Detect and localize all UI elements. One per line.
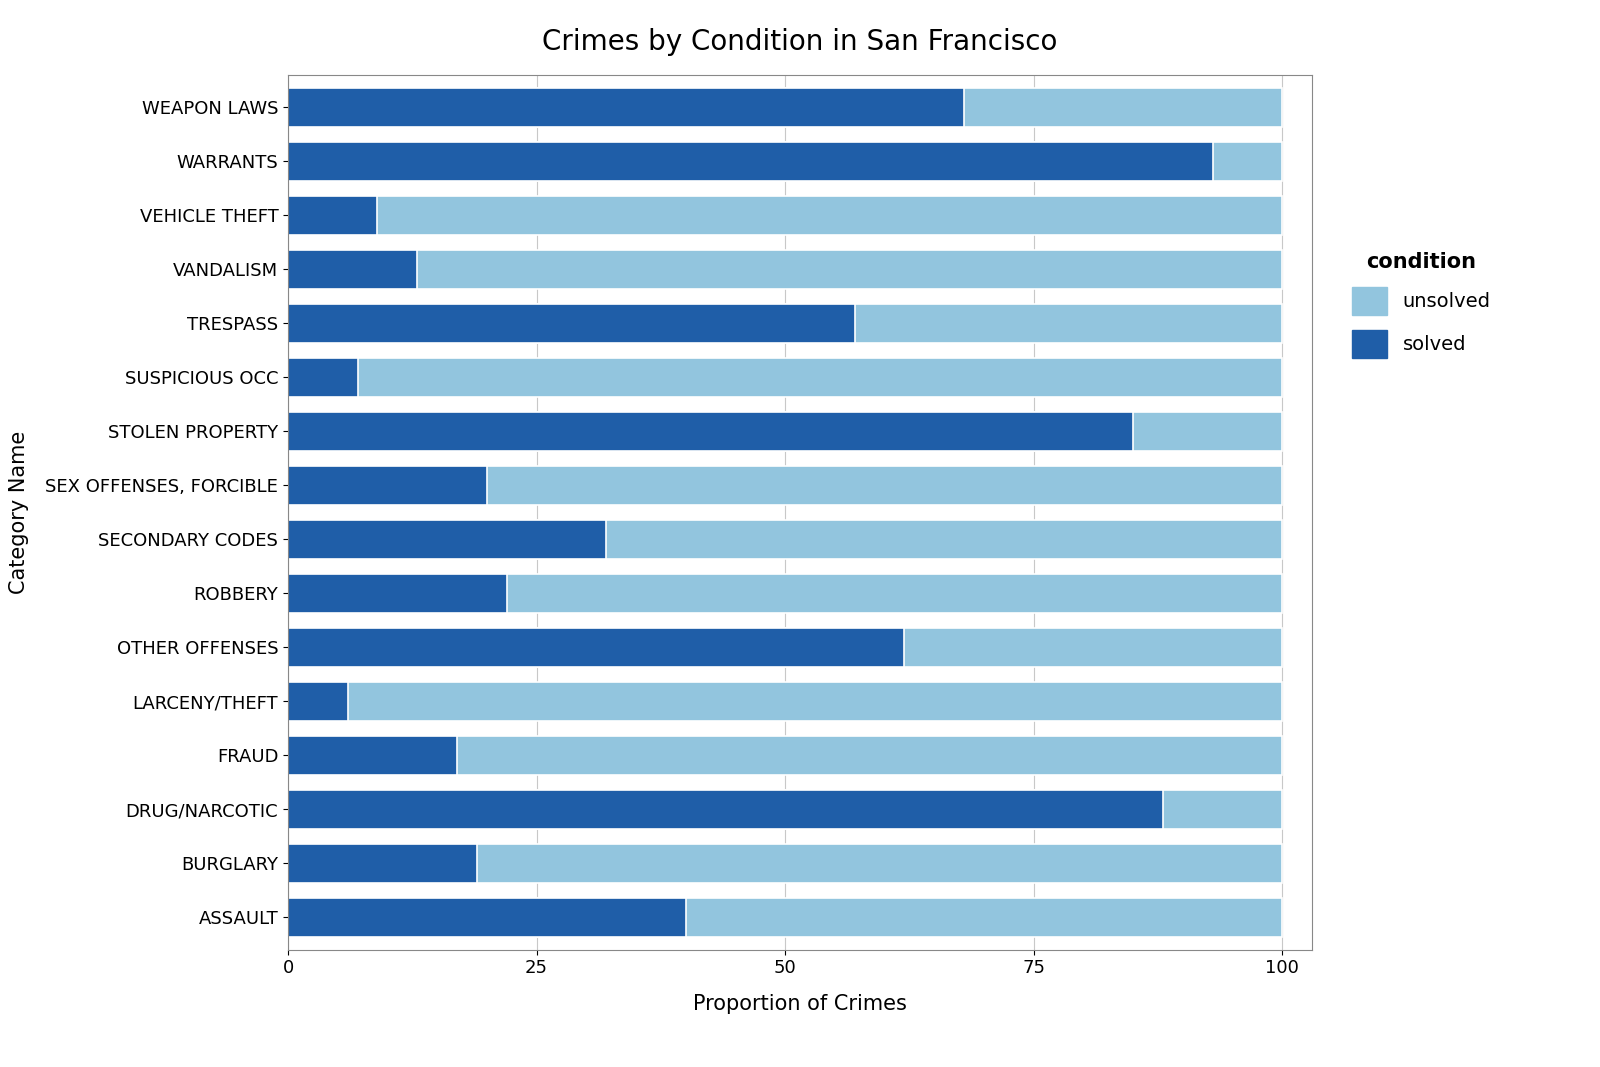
Bar (288, 736, 458, 775)
Legend: unsolved, solved: unsolved, solved (1342, 242, 1501, 367)
Bar (288, 897, 1282, 937)
Bar (288, 412, 1282, 450)
Bar (288, 844, 1282, 882)
Bar (288, 627, 1282, 667)
Bar (288, 682, 1282, 720)
Bar (288, 736, 1282, 775)
Bar (288, 142, 1213, 180)
Bar (288, 304, 854, 343)
Bar (288, 357, 357, 397)
Bar (288, 87, 1282, 127)
X-axis label: Proportion of Crimes: Proportion of Crimes (693, 994, 907, 1014)
Bar (288, 574, 507, 612)
Bar (288, 574, 1282, 612)
Bar (288, 87, 965, 127)
Bar (288, 195, 378, 235)
Y-axis label: Category Name: Category Name (8, 431, 29, 593)
Bar (288, 465, 486, 505)
Bar (288, 412, 1133, 450)
Title: Crimes by Condition in San Francisco: Crimes by Condition in San Francisco (542, 28, 1058, 55)
Bar (288, 250, 418, 288)
Bar (288, 897, 686, 937)
Bar (288, 142, 1282, 180)
Bar (288, 790, 1282, 829)
Bar (288, 682, 347, 720)
Bar (288, 304, 1282, 343)
Bar (288, 627, 904, 667)
Bar (288, 357, 1282, 397)
Bar (288, 520, 1282, 559)
Bar (288, 790, 1163, 829)
Bar (288, 520, 606, 559)
Bar (288, 195, 1282, 235)
Bar (288, 465, 1282, 505)
Bar (288, 844, 477, 882)
Bar (288, 250, 1282, 288)
